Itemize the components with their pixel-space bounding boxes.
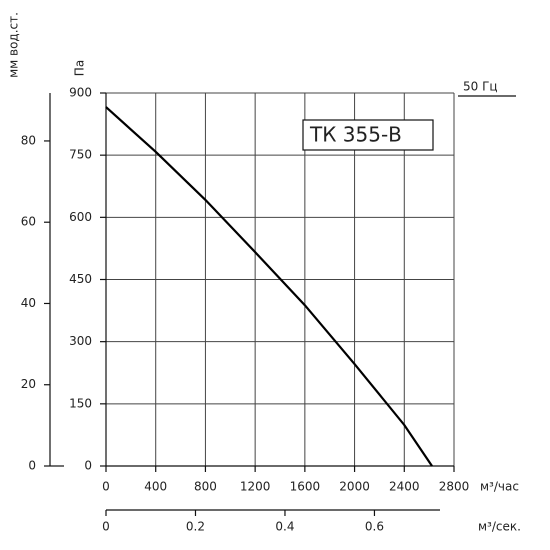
x-tick-label: 1200 [240,480,271,494]
y-axis-label: Па [73,60,87,76]
x-tick-label: 2400 [389,480,420,494]
x2-axis-label: м³/сек. [478,520,521,534]
label-box [302,119,434,151]
y-tick-label: 300 [69,334,92,348]
x2-tick-label: 0.4 [275,520,294,534]
y2-axis-label: мм вод.ст. [7,12,21,78]
x-tick-label: 2800 [439,480,470,494]
label-box-text: ТК 355-В [309,123,402,147]
frequency: 50 Гц [463,80,498,94]
y-tick-label: 750 [69,148,92,162]
x2-tick-label: 0 [102,520,110,534]
x2-tick-label: 0.2 [186,520,205,534]
y2-tick-label: 60 [21,215,36,229]
x-tick-label: 400 [144,480,167,494]
x-tick-label: 0 [102,480,110,494]
y2-tick-label: 0 [28,459,36,473]
y2-tick-label: 20 [21,377,36,391]
y-tick-label: 450 [69,272,92,286]
y-tick-label: 150 [69,396,92,410]
y2-tick-label: 40 [21,296,36,310]
y-tick-label: 0 [84,459,92,473]
x2-tick-label: 0.6 [365,520,384,534]
x-axis-label: м³/час [480,480,519,494]
curve [105,106,433,467]
y2-tick-label: 80 [21,133,36,147]
x-tick-label: 800 [194,480,217,494]
x-tick-label: 1600 [290,480,321,494]
y-tick-label: 900 [69,86,92,100]
y-tick-label: 600 [69,210,92,224]
x-tick-label: 2000 [339,480,370,494]
